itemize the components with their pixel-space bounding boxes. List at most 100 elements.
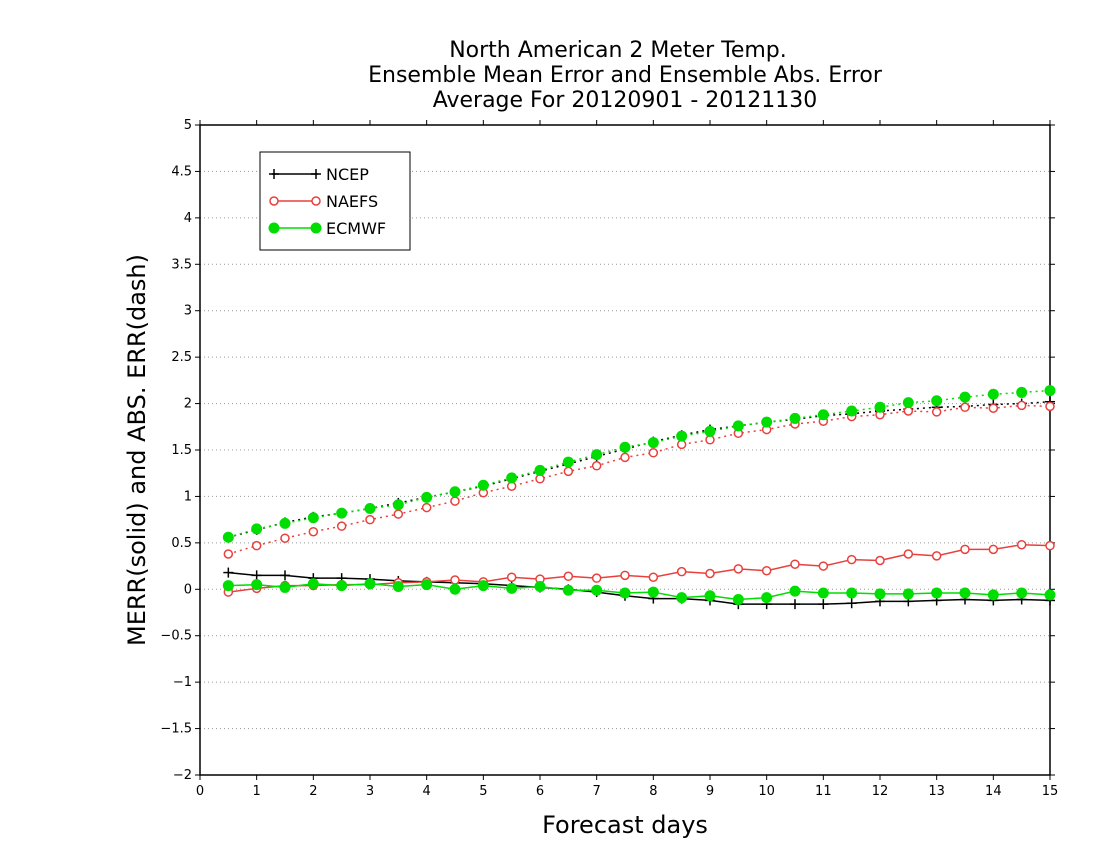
- chart-title-line-1: North American 2 Meter Temp.: [449, 38, 787, 63]
- naefs-abs-err-point: [591, 461, 602, 471]
- legend-marker-ecmwf: [310, 222, 322, 234]
- naefs-abs-err-point: [931, 407, 942, 417]
- ecmwf-merr-point: [562, 584, 574, 596]
- ecmwf-merr-point: [676, 592, 688, 604]
- naefs-abs-err-point: [308, 526, 319, 537]
- ecmwf-merr-point: [506, 582, 518, 594]
- ecmwf-abs-err-point: [846, 405, 858, 417]
- ncep-merr-line: [228, 571, 1051, 605]
- naefs-merr-point: [676, 566, 687, 577]
- ecmwf-merr-point: [817, 587, 829, 599]
- x-tick-label: 1: [253, 784, 261, 799]
- naefs-merr-point: [988, 544, 999, 555]
- ncep-merr-point: [223, 567, 234, 578]
- x-tick-label: 13: [928, 784, 945, 799]
- ecmwf-merr-point: [251, 579, 263, 591]
- ncep-merr-point: [818, 599, 829, 610]
- naefs-merr-point: [648, 572, 659, 582]
- y-tick-label: −0.5: [160, 629, 192, 644]
- legend-marker-ecmwf: [268, 222, 280, 234]
- ecmwf-merr-point: [307, 578, 319, 590]
- x-tick-label: 8: [649, 784, 657, 799]
- y-tick-label: 0: [184, 582, 192, 597]
- naefs-abs-err-point: [620, 452, 630, 463]
- ecmwf-abs-err-point: [307, 512, 319, 524]
- legend-label-ecmwf: ECMWF: [326, 219, 386, 238]
- naefs-merr-point: [506, 572, 517, 582]
- naefs-merr-point: [790, 559, 800, 569]
- ecmwf-abs-err-point: [449, 486, 461, 498]
- naefs-abs-err-point: [563, 466, 574, 477]
- y-tick-label: −2: [173, 768, 192, 783]
- naefs-merr-point: [931, 551, 942, 561]
- y-tick-label: 0.5: [171, 536, 192, 551]
- naefs-merr-point: [733, 564, 744, 574]
- naefs-merr-point: [563, 571, 574, 582]
- naefs-abs-err-line: [228, 404, 1051, 555]
- ecmwf-merr-point: [1016, 587, 1028, 599]
- ecmwf-merr-point: [931, 587, 943, 599]
- ecmwf-merr-point: [1044, 589, 1056, 601]
- ecmwf-merr-point: [846, 587, 858, 599]
- legend-label-ncep: NCEP: [326, 165, 369, 184]
- naefs-abs-err-point: [280, 533, 290, 543]
- legend-marker-naefs: [311, 196, 321, 206]
- naefs-abs-err-point: [535, 474, 545, 484]
- naefs-merr-point: [1016, 539, 1027, 550]
- naefs-merr-point: [1045, 540, 1055, 551]
- ecmwf-merr-point: [534, 581, 546, 592]
- naefs-abs-err-point: [1016, 400, 1027, 411]
- ncep-merr-point: [280, 570, 290, 581]
- ncep-merr-point: [251, 570, 262, 581]
- naefs-abs-err-point: [988, 403, 999, 413]
- chart-title-line-2: Ensemble Mean Error and Ensemble Abs. Er…: [368, 63, 883, 88]
- ncep-abs-err-line: [228, 400, 1051, 539]
- ecmwf-merr-point: [902, 588, 914, 600]
- naefs-merr-point: [705, 568, 715, 579]
- ecmwf-abs-err-point: [1016, 386, 1028, 398]
- y-tick-label: 2.5: [171, 350, 192, 365]
- ecmwf-merr-point: [421, 579, 433, 591]
- naefs-abs-err-point: [421, 502, 432, 513]
- ecmwf-merr-point: [336, 580, 348, 592]
- ecmwf-merr-point: [392, 581, 404, 592]
- naefs-abs-err-point: [648, 448, 659, 458]
- naefs-merr-point: [960, 544, 970, 555]
- ncep-merr-point: [846, 598, 857, 609]
- series: [222, 385, 1056, 610]
- legend-marker-ncep: [311, 169, 321, 179]
- ecmwf-merr-point: [704, 590, 716, 602]
- ecmwf-merr-point: [732, 594, 744, 605]
- ecmwf-abs-err-point: [704, 425, 716, 437]
- ecmwf-abs-err-point: [421, 491, 433, 503]
- ecmwf-abs-err-point: [591, 449, 603, 461]
- y-axis-label: MERR(solid) and ABS. ERR(dash): [123, 254, 151, 646]
- naefs-abs-err-point: [903, 406, 914, 416]
- y-tick-label: 1: [184, 489, 192, 504]
- naefs-abs-err-point: [393, 509, 404, 519]
- y-tick-label: 4.5: [171, 164, 192, 179]
- ecmwf-merr-point: [449, 583, 461, 595]
- ecmwf-abs-err-point: [1044, 385, 1056, 397]
- x-tick-label: 7: [593, 784, 601, 799]
- x-tick-label: 11: [815, 784, 832, 799]
- ecmwf-abs-err-point: [931, 395, 943, 407]
- ecmwf-merr-point: [647, 586, 659, 598]
- naefs-merr-point: [761, 565, 772, 576]
- naefs-abs-err-point: [450, 496, 460, 506]
- naefs-abs-err-point: [506, 481, 517, 491]
- y-tick-label: −1.5: [160, 722, 192, 737]
- ecmwf-abs-err-point: [364, 503, 376, 514]
- ecmwf-abs-err-point: [676, 430, 688, 442]
- ecmwf-abs-err-line: [228, 389, 1051, 539]
- plot-frame: [199, 124, 1051, 776]
- naefs-merr-point: [818, 561, 829, 571]
- y-tick-label: 4: [184, 211, 192, 226]
- ecmwf-abs-err-point: [959, 391, 971, 403]
- ecmwf-abs-err-point: [534, 464, 546, 476]
- x-tick-label: 12: [872, 784, 889, 799]
- y-tick-label: 2: [184, 397, 192, 412]
- ecmwf-abs-err-point: [562, 456, 574, 468]
- ecmwf-abs-err-point: [647, 437, 659, 449]
